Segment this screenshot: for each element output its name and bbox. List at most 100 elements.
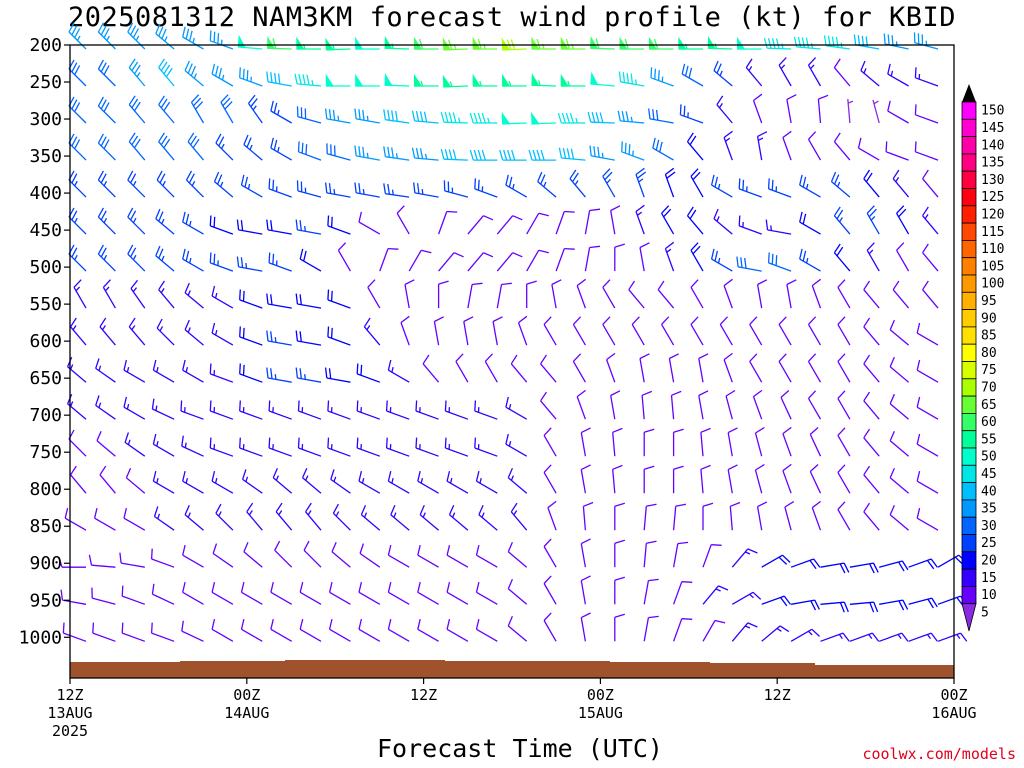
wind-barb [761, 595, 792, 607]
wind-barb [643, 615, 659, 642]
wind-barb [551, 279, 562, 309]
wind-barb [266, 219, 292, 235]
wind-barb [182, 211, 204, 235]
wind-barb [354, 145, 380, 161]
wind-barb [914, 67, 939, 87]
wind-barb [469, 149, 498, 161]
wind-barb [209, 30, 234, 50]
wind-barb [725, 389, 736, 420]
wind-barb [209, 215, 234, 235]
wind-barb [672, 428, 684, 457]
wind-barb [885, 141, 909, 161]
wind-barb [297, 400, 322, 420]
wind-barb [152, 470, 175, 494]
wind-barb [543, 612, 557, 642]
wind-barb [540, 354, 557, 383]
wind-barb [155, 23, 175, 50]
wind-barb [737, 36, 762, 50]
wind-barb [784, 501, 795, 531]
wind-barb [589, 145, 615, 161]
wind-barb [621, 141, 645, 161]
wind-barb [849, 632, 880, 642]
wind-barb [863, 465, 880, 494]
wind-barb [303, 540, 322, 568]
wind-barb [853, 34, 880, 50]
wind-barb [631, 316, 645, 346]
wind-barb [155, 208, 175, 235]
y-tick-label: 700 [29, 405, 62, 426]
wind-barb [327, 215, 351, 235]
wind-barb [576, 278, 587, 309]
wind-barb [700, 464, 711, 494]
wind-barb [181, 435, 204, 457]
wind-barb [127, 244, 146, 272]
wind-barb [413, 36, 439, 50]
colorbar-label: 30 [981, 519, 997, 534]
wind-barb [510, 354, 528, 383]
wind-barb [584, 245, 601, 272]
wind-barb [908, 632, 938, 642]
wind-barb [922, 243, 939, 272]
wind-barb [690, 279, 704, 309]
wind-barb [266, 330, 292, 346]
wind-barb [296, 180, 322, 198]
wind-barb [358, 211, 381, 235]
wind-barb [756, 131, 768, 161]
x-tick-label: 12Z [764, 686, 791, 704]
wind-barb [849, 601, 879, 613]
wind-barb [866, 242, 880, 272]
wind-barb [88, 554, 116, 568]
colorbar-label: 20 [981, 553, 997, 568]
wind-barb [639, 353, 650, 383]
wind-barb [499, 149, 527, 161]
wind-barb [467, 252, 494, 272]
wind-barb [754, 463, 765, 494]
wind-barb [922, 206, 939, 235]
wind-barb [707, 35, 733, 50]
wind-barb [837, 464, 851, 494]
wind-barb [767, 178, 792, 198]
wind-barb [68, 429, 87, 457]
wind-barb [668, 353, 679, 383]
wind-barb [213, 171, 234, 198]
wind-barb [296, 36, 321, 50]
colorbar-label: 105 [981, 259, 1004, 274]
wind-barb [670, 390, 682, 420]
wind-barb [889, 504, 910, 531]
plot-frame [69, 44, 955, 679]
wind-barb [211, 581, 234, 605]
y-tick-label: 800 [29, 479, 62, 500]
colorbar-cell [961, 343, 977, 362]
wind-barb [475, 470, 498, 494]
wind-barb [661, 316, 675, 346]
wind-barb [295, 330, 322, 346]
wind-barb [713, 208, 733, 235]
wind-barb [590, 35, 615, 50]
colorbar-label: 40 [981, 484, 997, 499]
wind-barb [128, 132, 146, 161]
terrain-layer [70, 660, 954, 678]
wind-barb [68, 170, 87, 198]
wind-barb [151, 583, 175, 605]
wind-barb [614, 502, 625, 531]
wind-barb [679, 104, 704, 124]
wind-barb [916, 507, 939, 531]
wind-barb [270, 618, 293, 642]
wind-barb [415, 400, 439, 420]
wind-barb [889, 319, 910, 346]
wind-barb [128, 317, 146, 346]
wind-barb [358, 618, 381, 642]
y-tick-label: 1000 [19, 627, 62, 648]
wind-barb [270, 137, 293, 161]
wind-barb [643, 540, 657, 568]
wind-barb [384, 35, 410, 50]
wind-barb [731, 622, 758, 642]
wind-barb [295, 367, 322, 383]
wind-barb [664, 241, 675, 272]
wind-barb [723, 352, 733, 383]
wind-barb [505, 174, 528, 198]
wind-barb [727, 464, 738, 494]
colorbar-label: 130 [981, 173, 1004, 188]
colorbar-label: 55 [981, 432, 997, 447]
wind-barb [294, 73, 322, 87]
